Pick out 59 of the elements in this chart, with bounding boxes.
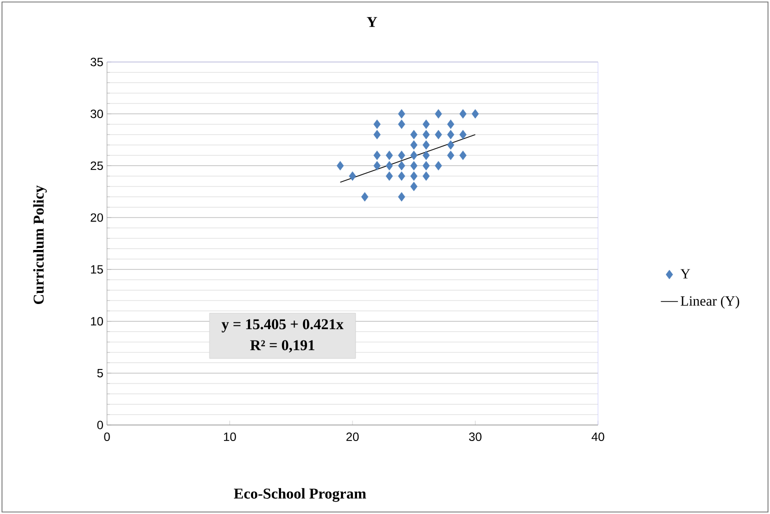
point	[373, 130, 381, 140]
point	[398, 120, 406, 129]
y-tick-label: 5	[97, 368, 103, 378]
point	[459, 130, 467, 140]
x-tick-label: 20	[346, 432, 359, 442]
point	[398, 161, 406, 170]
point	[373, 150, 381, 160]
point	[336, 161, 344, 170]
x-axis-title: Eco-School Program	[234, 488, 366, 502]
point	[410, 171, 418, 181]
point	[422, 150, 430, 160]
point	[434, 109, 442, 119]
x-tick-label: 10	[224, 432, 236, 442]
point	[422, 120, 430, 129]
x-tick-label: 30	[469, 432, 482, 442]
point	[386, 161, 393, 170]
point	[434, 161, 442, 170]
point	[459, 109, 467, 119]
annotation: y = 15.405 + 0.421x	[222, 319, 344, 332]
point	[373, 161, 381, 170]
point	[422, 161, 430, 170]
point	[459, 150, 467, 160]
point	[434, 130, 442, 140]
point	[410, 161, 418, 170]
point	[361, 192, 368, 202]
point	[386, 150, 393, 160]
y-tick-label: 35	[90, 58, 103, 66]
y-tick-label: 0	[97, 420, 104, 430]
point	[398, 171, 406, 181]
point	[410, 150, 418, 160]
y-tick-label: 20	[90, 213, 104, 222]
chart-title: Y	[366, 17, 378, 27]
point	[447, 150, 454, 160]
x-tick-label: 0	[104, 432, 110, 442]
annotation: R² = 0,191	[250, 340, 314, 352]
point	[422, 140, 430, 150]
point	[398, 150, 406, 160]
y-tick-label: 25	[90, 161, 103, 170]
point	[447, 140, 454, 150]
point	[386, 171, 393, 181]
legend-label: Y	[680, 269, 690, 278]
point	[398, 109, 406, 119]
point	[398, 192, 406, 202]
point	[422, 171, 430, 181]
y-tick-label: 10	[91, 317, 104, 326]
point	[373, 120, 381, 129]
point	[447, 120, 454, 129]
point	[348, 171, 356, 181]
point	[422, 130, 430, 140]
y-tick-label: 15	[91, 265, 103, 274]
point	[410, 182, 418, 192]
point	[410, 140, 418, 150]
y-axis-title: Curriculum Policy	[33, 185, 47, 304]
y-tick-label: 30	[90, 110, 104, 118]
x-tick-label: 40	[592, 432, 604, 442]
point	[410, 130, 418, 140]
legend-label: Linear (Y)	[680, 296, 740, 309]
point	[447, 130, 454, 140]
point	[472, 109, 479, 119]
